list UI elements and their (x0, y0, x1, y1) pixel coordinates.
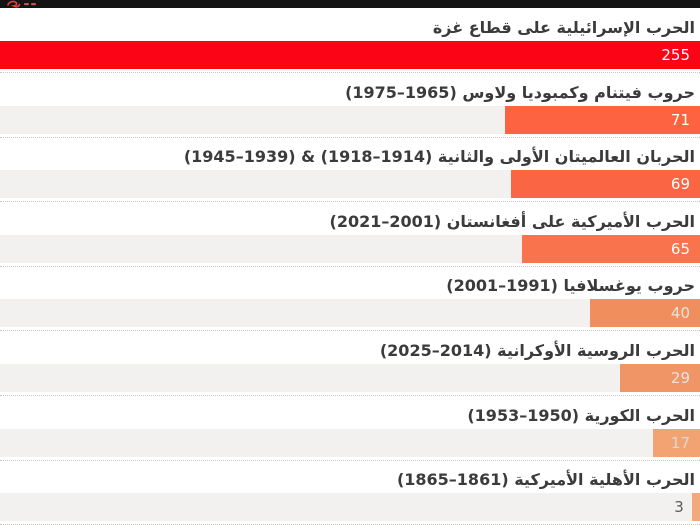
row-label: الحرب الكورية (1950–1953) (467, 405, 695, 425)
row-separator (0, 265, 700, 267)
bar-value: 71 (670, 110, 690, 129)
chart-row: الحرب الإسرائيلية على قطاع غزة 255 (0, 8, 700, 73)
row-label: الحربان العالميتان الأولى والثانية (1914… (183, 147, 695, 167)
bar-track: 40 (0, 299, 700, 328)
bar-track: 69 (0, 170, 700, 199)
chart-row: الحرب الكورية (1950–1953) 17 (0, 396, 700, 461)
bar-value: 29 (670, 368, 690, 387)
chart-row: الحرب الروسية الأوكرانية (2014–2025) 29 (0, 331, 700, 396)
chart-row: حروب يوغسلافيا (1991–2001) 40 (0, 266, 700, 332)
logo-icon (7, 0, 36, 8)
bar-value: 69 (670, 175, 690, 194)
bar-fill (620, 363, 700, 392)
bar-track: 29 (0, 363, 700, 392)
bar-track: 65 (0, 234, 700, 263)
bar-fill (505, 105, 700, 134)
bar-value: 3 (674, 498, 684, 517)
bar-fill (0, 41, 700, 69)
bar-fill (510, 170, 700, 199)
bar-track: 71 (0, 105, 700, 134)
chart-row: حروب فيتنام وكمبوديا ولاوس (1965–1975) 7… (0, 73, 700, 138)
bar-track: 17 (0, 428, 700, 457)
bar-track: 255 (0, 41, 700, 69)
bar-value: 17 (670, 433, 690, 452)
bar-fill (653, 428, 700, 457)
row-label: حروب يوغسلافيا (1991–2001) (446, 276, 695, 296)
bar-track: 3 (0, 493, 700, 522)
row-separator (0, 459, 700, 461)
row-separator (0, 72, 700, 73)
bar-fill (590, 299, 700, 328)
top-bar (0, 0, 700, 8)
chart-row: الحربان العالميتان الأولى والثانية (1914… (0, 137, 700, 203)
bar-value: 40 (670, 304, 690, 323)
bar-value: 255 (661, 46, 690, 64)
row-label: الحرب الإسرائيلية على قطاع غزة (432, 18, 695, 37)
row-label: الحرب الأهلية الأميركية (1861–1865) (396, 470, 695, 490)
chart-row: الحرب الأميركية على أفغانستان (2001–2021… (0, 202, 700, 267)
row-separator (0, 136, 700, 138)
row-label: الحرب الأميركية على أفغانستان (2001–2021… (329, 211, 695, 231)
bar-value: 65 (670, 239, 690, 258)
row-label: الحرب الروسية الأوكرانية (2014–2025) (379, 340, 695, 360)
row-label: حروب فيتنام وكمبوديا ولاوس (1965–1975) (345, 82, 695, 102)
row-separator (0, 201, 700, 203)
row-separator (0, 394, 700, 396)
bar-chart: الحرب الإسرائيلية على قطاع غزة 255 حروب … (0, 8, 700, 525)
bar-fill (521, 234, 700, 263)
bar-fill (691, 493, 700, 522)
row-separator (0, 330, 700, 332)
chart-row: الحرب الأهلية الأميركية (1861–1865) 3 (0, 460, 700, 525)
